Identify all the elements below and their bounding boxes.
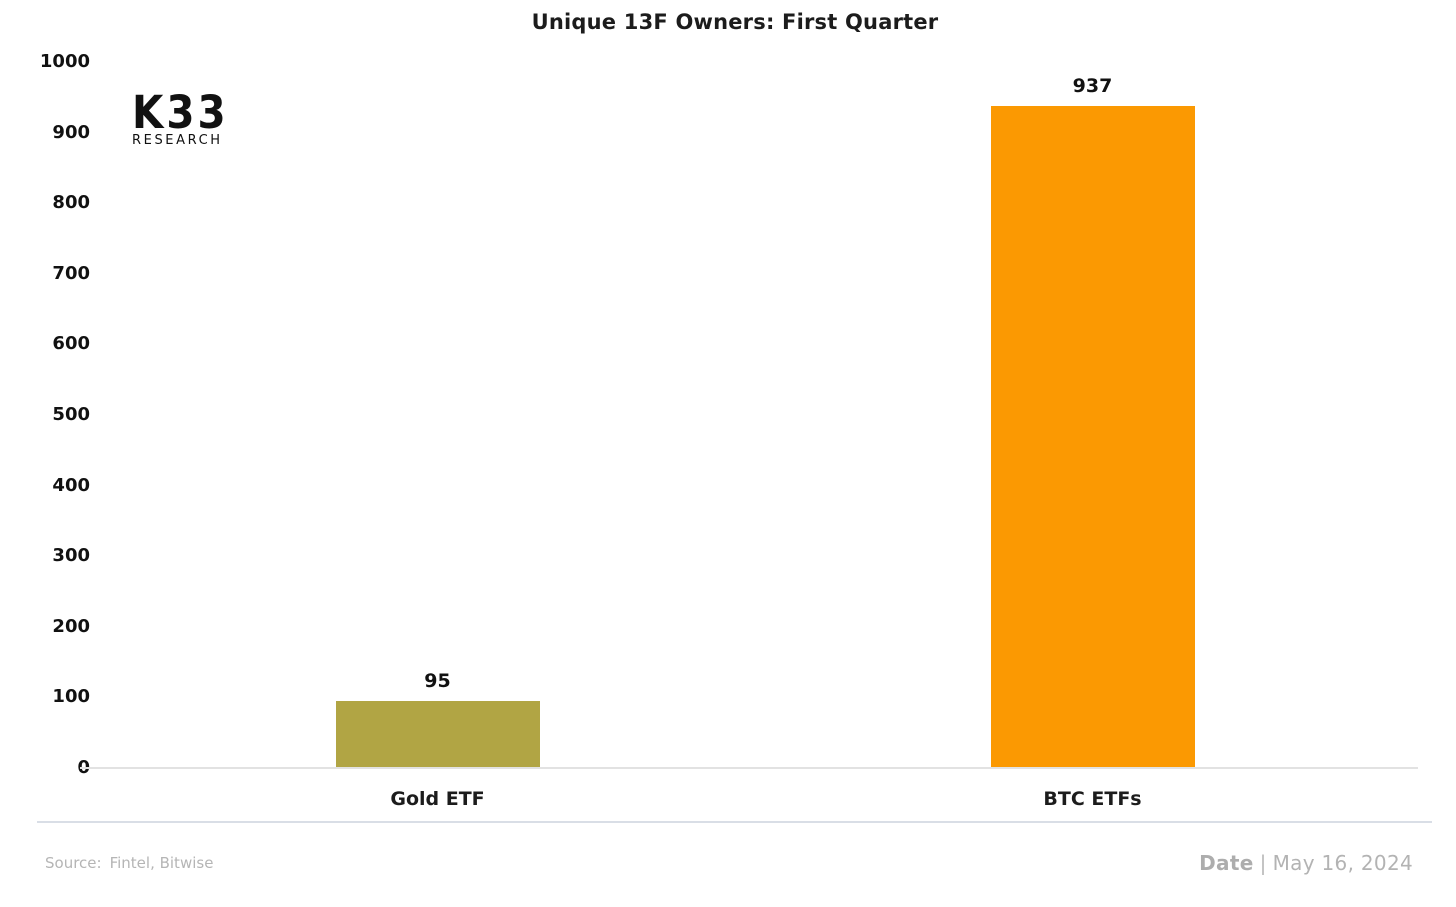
source-attribution: Source: Fintel, Bitwise <box>45 854 213 872</box>
y-axis-tick-label: 500 <box>52 404 90 425</box>
y-axis-tick-label: 400 <box>52 474 90 496</box>
k33-research-logo: K33 RESEARCH <box>132 86 229 148</box>
bar-value-label: 95 <box>424 669 451 692</box>
footer-separator-line <box>37 821 1432 823</box>
bar-btc-etfs <box>990 106 1195 768</box>
x-axis-category-label: Gold ETF <box>390 788 485 810</box>
logo-wordmark: K33 <box>132 86 229 139</box>
y-axis-tick-label: 700 <box>52 262 90 284</box>
bar-value-label: 937 <box>1072 75 1113 98</box>
date-stamp: Date | May 16, 2024 <box>1199 851 1413 875</box>
y-axis-tick-label: 600 <box>52 333 90 355</box>
date-label: Date <box>1199 851 1254 875</box>
source-value: Fintel, Bitwise <box>109 854 214 872</box>
y-axis-tick-label: 1000 <box>39 51 90 72</box>
plot-area: 95 937 <box>110 62 1420 768</box>
date-value: May 16, 2024 <box>1272 851 1413 875</box>
y-axis-tick-label: 900 <box>52 121 90 143</box>
y-axis-tick-label: 0 <box>77 757 90 778</box>
y-axis-tick-label: 800 <box>52 192 90 214</box>
x-axis-baseline <box>80 767 1418 769</box>
bar-gold-etf <box>335 700 540 768</box>
source-label: Source: <box>45 854 102 872</box>
x-axis-category-label: BTC ETFs <box>1043 788 1142 810</box>
chart-title: Unique 13F Owners: First Quarter <box>531 10 939 34</box>
date-separator: | <box>1259 851 1267 875</box>
y-axis-tick-label: 100 <box>52 686 90 708</box>
y-axis-tick-label: 200 <box>52 615 90 637</box>
logo-subtitle: RESEARCH <box>132 133 223 148</box>
y-axis-tick-label: 300 <box>52 545 90 567</box>
